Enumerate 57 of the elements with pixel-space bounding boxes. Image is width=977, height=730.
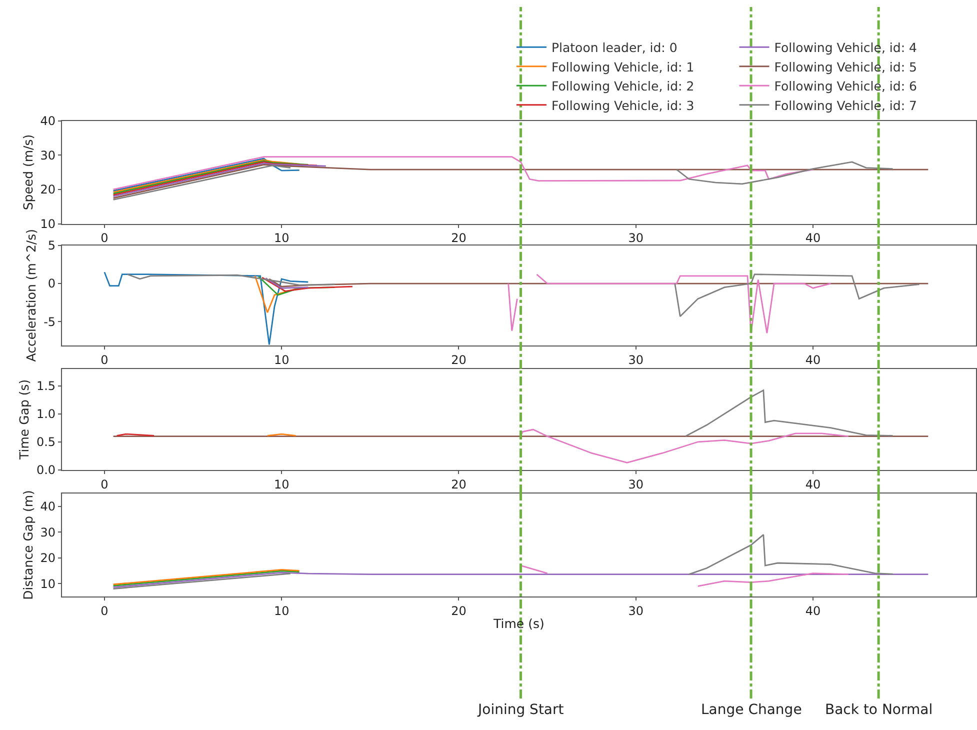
y-tick-label: 20 (40, 551, 56, 566)
ref-line-label: Joining Start (477, 702, 564, 718)
y-tick-label: 40 (40, 114, 56, 128)
y-tick-label: 10 (40, 216, 56, 231)
line-series (112, 156, 814, 190)
legend-label: Platoon leader, id: 0 (551, 40, 678, 55)
y-tick-label: 1.5 (36, 378, 56, 393)
line-series (520, 428, 850, 464)
x-tick-label: 40 (805, 352, 821, 367)
x-tick-label: 40 (805, 477, 821, 492)
legend-label: Following Vehicle, id: 2 (551, 78, 694, 94)
x-tick-label: 0 (100, 477, 108, 492)
y-tick-label: 30 (40, 525, 56, 540)
x-tick-label: 10 (274, 352, 290, 367)
x-tick-label: 20 (451, 231, 466, 246)
legend-label: Following Vehicle, id: 6 (774, 78, 917, 94)
legend-label: Following Vehicle, id: 1 (551, 59, 694, 74)
y-axis-title: Time Gap (s) (16, 379, 32, 460)
x-tick-label: 0 (100, 231, 108, 246)
x-tick-label: 30 (628, 231, 644, 246)
x-tick-label: 10 (274, 477, 290, 492)
line-series (104, 271, 309, 346)
y-tick-label: 40 (40, 500, 56, 514)
x-tick-label: 30 (628, 604, 644, 618)
y-axis-title: Acceleration (m^2/s) (24, 228, 39, 362)
y-tick-label: 10 (40, 576, 56, 591)
line-series (112, 572, 929, 588)
line-series (254, 275, 296, 314)
x-tick-label: 30 (628, 352, 644, 367)
legend-label: Following Vehicle, id: 4 (774, 40, 917, 55)
y-tick-label: 0 (48, 276, 56, 291)
x-tick-label: 20 (451, 604, 466, 618)
x-tick-label: 40 (805, 231, 821, 246)
x-tick-label: 10 (274, 231, 290, 246)
x-tick-label: 0 (100, 604, 108, 618)
x-tick-label: 30 (628, 477, 644, 492)
y-axis-title: Speed (m/s) (20, 134, 36, 210)
x-tick-label: 20 (451, 477, 466, 492)
y-tick-label: 1.0 (36, 407, 56, 422)
y-tick-label: 0.5 (36, 435, 56, 450)
legend-label: Following Vehicle, id: 7 (774, 98, 917, 113)
y-tick-label: 5 (48, 238, 56, 253)
ref-line-label: Lange Change (701, 702, 802, 718)
legend-label: Following Vehicle, id: 5 (774, 59, 917, 74)
x-tick-label: 20 (451, 352, 466, 367)
y-tick-label: 0.0 (36, 463, 56, 478)
line-series (684, 390, 894, 437)
x-tick-label: 0 (100, 352, 108, 367)
ref-line-label: Back to Normal (825, 702, 933, 718)
y-tick-label: -5 (44, 314, 56, 329)
x-tick-label: 10 (274, 604, 290, 618)
x-tick-label: 40 (805, 604, 821, 618)
legend-label: Following Vehicle, id: 3 (551, 98, 694, 113)
y-tick-label: 30 (40, 148, 56, 162)
line-series (261, 276, 354, 292)
y-tick-label: 20 (40, 182, 56, 197)
y-axis-title: Distance Gap (m) (20, 490, 36, 600)
